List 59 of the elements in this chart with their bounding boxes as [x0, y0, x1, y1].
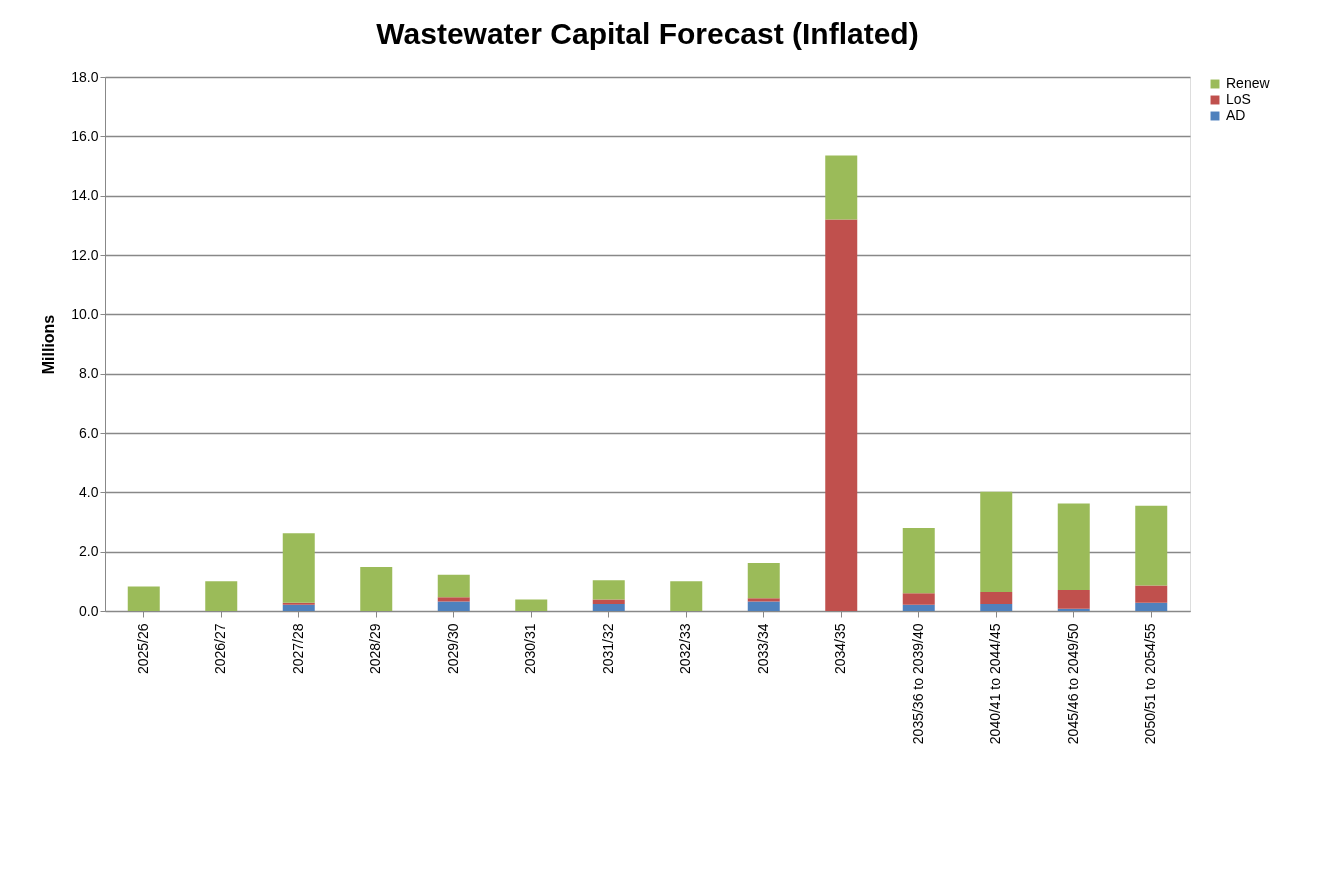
y-tick-label: 12.0: [71, 246, 99, 263]
bar: [980, 592, 1013, 604]
x-tick-label: 2029/30: [444, 623, 461, 675]
bar: [747, 601, 780, 611]
bar: [747, 598, 780, 602]
bar: [747, 562, 780, 599]
bar: [902, 593, 935, 605]
bar: [1135, 505, 1168, 586]
legend-label: LoS: [1226, 91, 1251, 107]
legend-label: AD: [1226, 107, 1246, 123]
bar: [437, 574, 470, 598]
bar: [902, 527, 935, 594]
x-tick-label: 2030/31: [522, 623, 539, 675]
x-tick-label: 2025/26: [134, 623, 151, 675]
y-axis-title: Millions: [40, 314, 58, 375]
y-tick-label: 6.0: [79, 424, 99, 441]
y-tick-label: 10.0: [71, 305, 99, 322]
y-tick-label: 8.0: [79, 365, 99, 382]
legend-label: Renew: [1226, 75, 1271, 91]
x-tick-label: 2027/28: [289, 623, 306, 675]
y-tick-label: 2.0: [79, 543, 99, 560]
bar: [592, 580, 625, 600]
y-tick-label: 18.0: [71, 68, 99, 85]
bar: [670, 581, 703, 611]
bar: [515, 599, 548, 611]
bar: [980, 491, 1013, 593]
bar: [127, 586, 160, 611]
y-tick-label: 0.0: [79, 602, 99, 619]
bar: [282, 533, 315, 603]
x-tick-label: 2032/33: [677, 623, 694, 675]
bar: [437, 601, 470, 611]
x-tick-label: 2045/46 to 2049/50: [1064, 623, 1081, 745]
bar: [205, 581, 238, 611]
bar: [282, 604, 315, 611]
bar: [282, 602, 315, 605]
x-tick-label: 2028/29: [367, 623, 384, 675]
bar: [1135, 585, 1168, 603]
x-tick-label: 2031/32: [599, 623, 616, 675]
bar: [1057, 503, 1090, 590]
x-tick-label: 2040/41 to 2044/45: [987, 623, 1004, 745]
x-tick-label: 2050/51 to 2054/55: [1142, 623, 1159, 745]
bar: [825, 155, 858, 220]
bar: [980, 603, 1013, 611]
y-tick-label: 14.0: [71, 187, 99, 204]
x-tick-label: 2035/36 to 2039/40: [909, 623, 926, 745]
x-tick-label: 2034/35: [832, 623, 849, 675]
bar: [437, 597, 470, 602]
bar: [825, 219, 858, 611]
bar: [360, 567, 393, 611]
chart-title: Wastewater Capital Forecast (Inflated): [376, 17, 919, 50]
bar: [1057, 589, 1090, 609]
y-tick-label: 16.0: [71, 127, 99, 144]
x-tick-label: 2026/27: [212, 623, 229, 675]
bar: [592, 599, 625, 604]
x-tick-label: 2033/34: [754, 623, 771, 675]
bar: [902, 604, 935, 611]
y-tick-label: 4.0: [79, 483, 99, 500]
bar: [592, 603, 625, 611]
bar: [1135, 602, 1168, 611]
